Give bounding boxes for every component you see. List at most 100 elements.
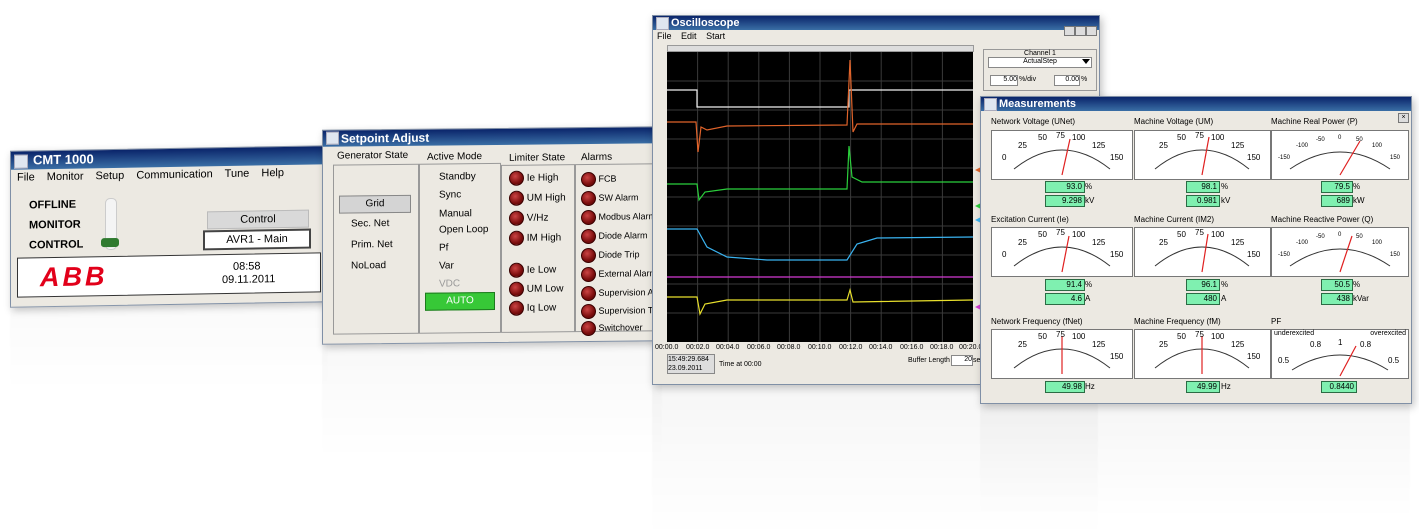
excitation-current-gauge: 0 25 50 75 100 125 150 [991,227,1133,277]
window-title: Setpoint Adjust [341,130,430,146]
scale-label: 100 [1072,133,1086,142]
mode-standby[interactable]: Standby [439,171,476,183]
marker-orange[interactable] [975,166,983,174]
scale-label: 150 [1110,352,1124,361]
mode-var[interactable]: Var [439,260,454,272]
value-display: 98.1 [1186,181,1220,193]
gen-state-prim-net[interactable]: Prim. Net [351,239,393,251]
trace-blue [667,228,974,261]
value-display: 0.8440 [1321,381,1357,393]
alarm-label: Supervision Al [598,287,656,298]
led-icon [509,300,524,316]
gen-state-noload[interactable]: NoLoad [351,260,387,272]
mode-pf[interactable]: Pf [439,242,449,254]
close-icon[interactable] [1086,26,1097,36]
value-display: 91.4 [1045,279,1085,291]
value-display: 4.6 [1045,293,1085,305]
led-icon [581,228,596,245]
timestamp-box: 15:49:29.684 23.09.2011 [667,354,715,374]
avr-label: AVR1 - Main [226,232,288,247]
buffer-length-spinner[interactable]: 20 [951,355,973,366]
scale-label: -50 [1316,234,1325,240]
osc-menu-start[interactable]: Start [706,31,726,41]
menu-monitor[interactable]: Monitor [46,170,84,184]
led-icon [581,285,596,302]
marker-magenta[interactable] [975,303,983,311]
scale-label: 150 [1110,153,1124,162]
menu-help[interactable]: Help [261,167,284,180]
offset-value: 0.00 [1065,76,1079,83]
value-display: 50.5 [1321,279,1353,291]
header-active-mode: Active Mode [427,151,483,163]
mode-open-loop[interactable]: Open Loop [439,224,489,236]
buffer-value: 20 [964,356,972,363]
alarm-supervision-tr: Supervision Tr [581,303,661,320]
scale-label: -50 [1316,137,1325,143]
menu-communication[interactable]: Communication [136,168,213,182]
limiter-label: UM High [526,192,566,204]
gen-state-sec-net[interactable]: Sec. Net [351,218,390,230]
minimize-icon[interactable] [1064,26,1075,36]
trace-white [667,89,973,108]
gauge-label: PF [1271,317,1282,326]
led-icon [509,230,524,246]
scale-label: 25 [1018,141,1027,150]
mode-manual[interactable]: Manual [439,208,472,220]
menu-tune[interactable]: Tune [224,167,250,181]
unit-label: kW [1353,196,1365,205]
offset-spinner[interactable]: 0.00 [1054,75,1080,86]
channel-mode-select[interactable]: ActualStep [988,57,1092,68]
scroll-track[interactable] [667,45,974,52]
gauge-label: Network Frequency (fNet) [991,317,1083,326]
menu-file[interactable]: File [17,171,35,184]
value-display: 49.99 [1186,381,1220,393]
x-tick: 00:06.0 [747,344,771,351]
scale-label: 150 [1390,155,1401,161]
gauge-label: Machine Reactive Power (Q) [1271,215,1374,224]
alarm-diode-trip: Diode Trip [581,247,661,264]
scale-label: 0 [1338,232,1342,238]
div-value: 5.00 [1003,76,1017,83]
alarm-modbus: Modbus Alarm [581,209,661,226]
abb-logo: ABB [40,261,108,293]
alarm-supervision-al: Supervision Al [581,285,661,302]
osc-menu-edit[interactable]: Edit [681,31,697,41]
alarm-label: Switchover [598,322,643,333]
marker-green[interactable] [975,202,983,210]
limiter-um-high: UM High [509,190,566,206]
auto-button[interactable]: AUTO [425,291,495,311]
marker-blue[interactable] [975,216,983,224]
scale-label: 75 [1195,131,1204,140]
scale-label: 0.8 [1360,340,1372,349]
gauge-label: Network Voltage (UNet) [991,117,1076,126]
avr-display: AVR1 - Main [203,228,311,251]
app-icon [14,154,28,169]
close-icon[interactable]: × [1398,113,1409,123]
mode-vdc[interactable]: VDC [439,278,461,290]
scale-label: 50 [1356,137,1363,143]
x-tick: 00:10.0 [808,344,832,351]
value-display: 93.0 [1045,181,1085,193]
app-icon [984,98,997,111]
osc-menu-file[interactable]: File [657,31,672,41]
value-display: 689 [1321,195,1353,207]
scale-label: 25 [1018,238,1027,247]
value-display: 49.98 [1045,381,1085,393]
maximize-icon[interactable] [1075,26,1086,36]
div-spinner[interactable]: 5.00 [990,75,1018,86]
value-display: 438 [1321,293,1353,305]
mode-slider-handle[interactable] [101,237,119,248]
app-icon [656,17,669,30]
control-button[interactable]: Control [207,209,309,230]
footer-panel: ABB 08:58 09.11.2011 [17,252,321,298]
led-icon [581,303,596,320]
scale-label: -100 [1296,143,1309,149]
scale-label: 125 [1231,340,1245,349]
mode-sync[interactable]: Sync [439,189,462,201]
menu-setup[interactable]: Setup [95,169,125,183]
unit-label: kV [1221,196,1231,205]
x-tick: 00:14.0 [869,344,893,351]
channel-mode-value: ActualStep [1023,58,1057,65]
grid-button[interactable]: Grid [339,194,411,214]
limiter-vhz: V/Hz [509,210,548,226]
